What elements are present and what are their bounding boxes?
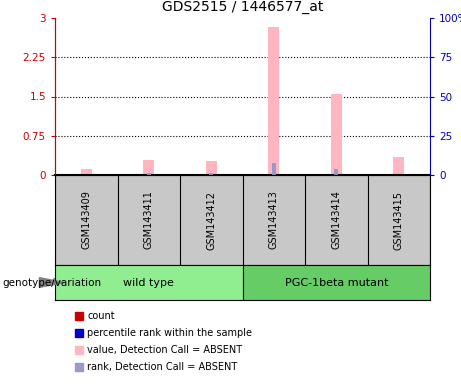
Title: GDS2515 / 1446577_at: GDS2515 / 1446577_at [162,0,323,14]
Text: GSM143413: GSM143413 [269,190,279,250]
Text: value, Detection Call = ABSENT: value, Detection Call = ABSENT [87,345,242,355]
Text: genotype/variation: genotype/variation [2,278,101,288]
Bar [334,169,338,175]
Text: GSM143411: GSM143411 [144,190,154,250]
Bar [393,157,404,175]
Bar [331,94,342,175]
Bar [143,161,154,175]
Text: GSM143415: GSM143415 [394,190,404,250]
Text: GSM143409: GSM143409 [81,190,91,250]
Bar [242,265,430,300]
Bar [206,161,217,175]
Bar [272,164,276,175]
Text: percentile rank within the sample: percentile rank within the sample [87,328,252,338]
Text: wild type: wild type [123,278,174,288]
Text: GSM143414: GSM143414 [331,190,341,250]
Bar [81,169,92,175]
Text: GSM143412: GSM143412 [206,190,216,250]
Bar [209,173,213,175]
Text: rank, Detection Call = ABSENT: rank, Detection Call = ABSENT [87,362,237,372]
Polygon shape [39,278,64,287]
Bar [147,173,151,175]
Bar [55,265,242,300]
Text: count: count [87,311,115,321]
Bar [268,27,279,175]
Text: PGC-1beta mutant: PGC-1beta mutant [284,278,388,288]
